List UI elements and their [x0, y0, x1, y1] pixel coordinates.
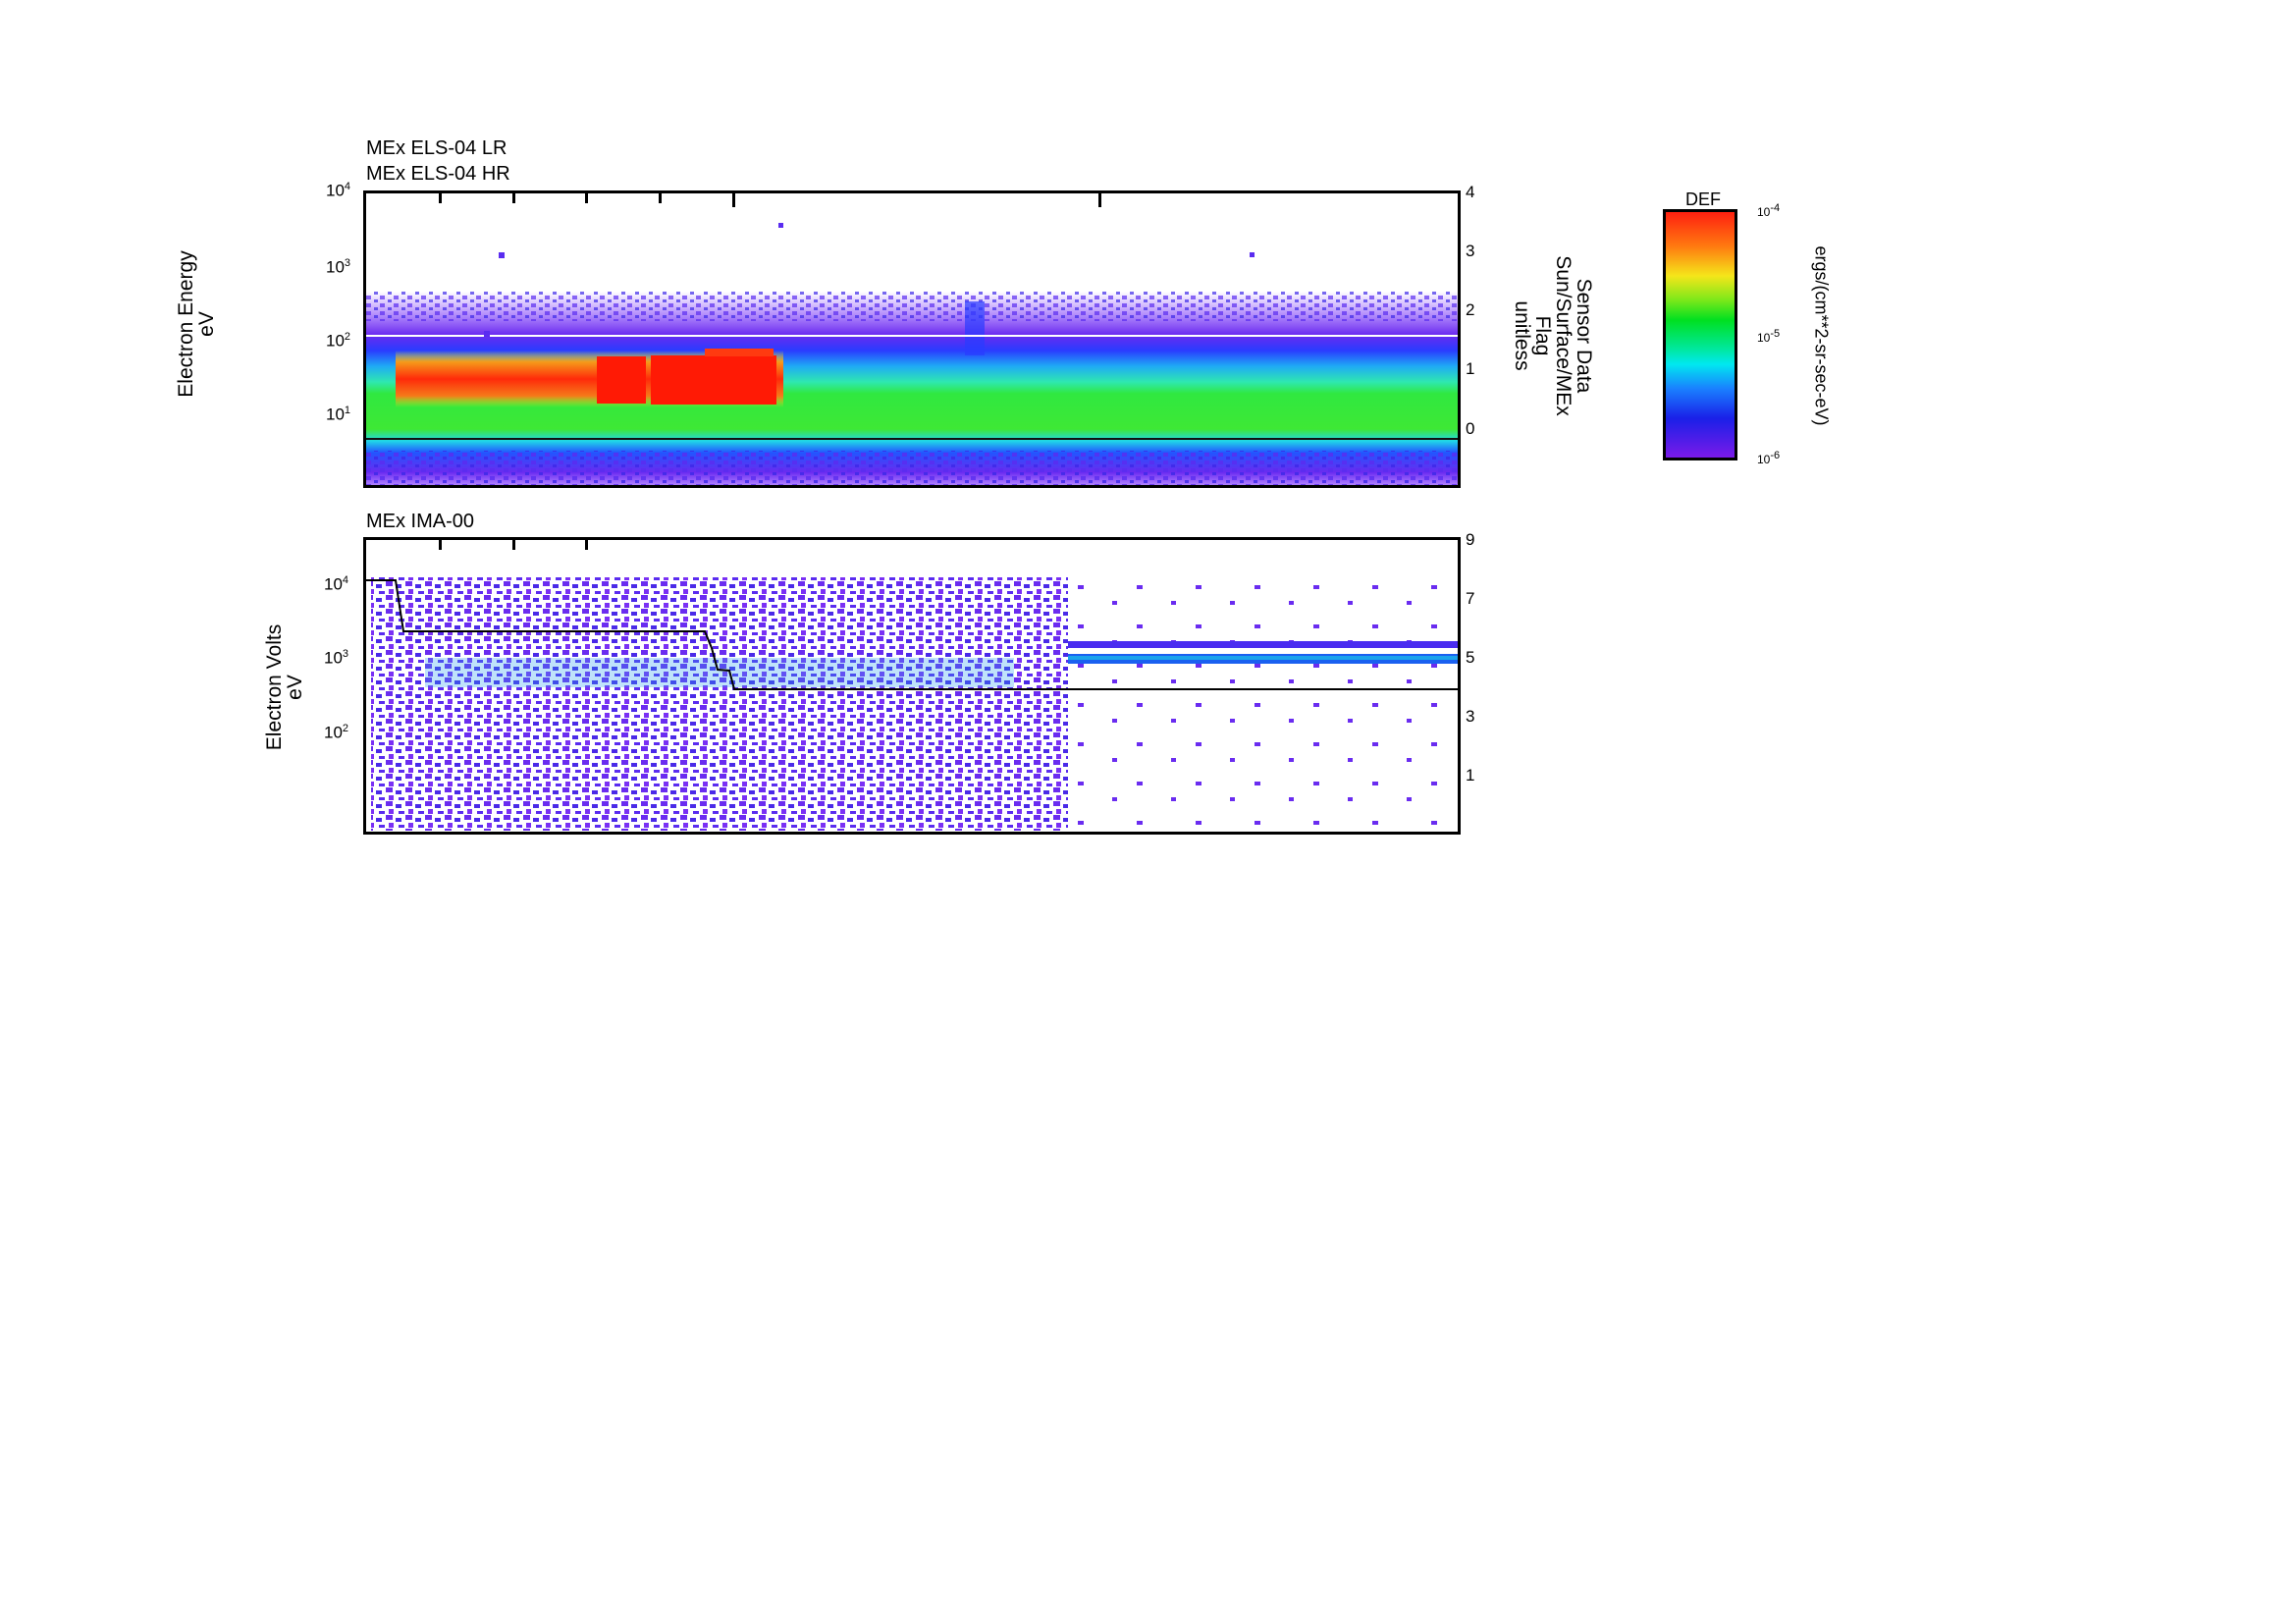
ima-ylabel-line: eV	[284, 675, 306, 700]
els-ylabel: Electron Energy eV	[175, 245, 218, 403]
ima-ylabel: Electron Volts eV	[263, 609, 306, 766]
els-cbar-tick: 10-5	[1757, 328, 1781, 345]
els-right-label-line: Flag	[1531, 315, 1554, 356]
els-right-label-line: Sensor Data	[1573, 278, 1595, 394]
x-tick	[585, 540, 588, 550]
els-ylabel-line: eV	[195, 311, 218, 337]
x-tick	[1098, 193, 1101, 207]
ima-spectrogram[interactable]	[363, 537, 1461, 835]
ima-spectrogram-svg	[366, 577, 1458, 831]
els-ylabel-line: Electron Energy	[175, 250, 197, 398]
els-right-label-line: Sun/Surface/MEx	[1552, 255, 1575, 416]
ima-rtick: 1	[1466, 766, 1475, 784]
els-right-axis-label: Sensor Data Sun/Surface/MEx Flag unitles…	[1511, 238, 1595, 434]
els-ytick: 103	[326, 257, 351, 277]
ima-ytick: 103	[324, 648, 349, 668]
x-tick	[439, 540, 442, 550]
els-rtick: 2	[1466, 300, 1475, 319]
els-colorbar	[1663, 209, 1737, 460]
els-cbar-tick: 10-4	[1757, 202, 1781, 219]
ima-ytick: 102	[324, 723, 349, 742]
ima-rtick: 7	[1466, 589, 1475, 608]
els-lr-title: MEx ELS-04 LR	[366, 137, 507, 159]
els-rtick: 4	[1466, 183, 1475, 201]
ima-rtick: 5	[1466, 648, 1475, 667]
els-ytick: 104	[326, 181, 351, 200]
els-ytick: 102	[326, 331, 351, 351]
els-spectrogram[interactable]	[363, 190, 1461, 488]
x-tick	[585, 193, 588, 203]
els-rtick: 1	[1466, 359, 1475, 378]
els-spectrogram-svg	[366, 223, 1458, 485]
els-rtick: 0	[1466, 419, 1475, 438]
els-hr-title: MEx ELS-04 HR	[366, 163, 510, 185]
els-colorbar-unit: ergs/(cm**2-sr-sec-eV)	[1811, 245, 1832, 426]
ima-rtick: 9	[1466, 530, 1475, 549]
x-tick	[512, 540, 515, 550]
ima-ylabel-line: Electron Volts	[263, 623, 286, 751]
els-cbar-tick: 10-6	[1757, 450, 1781, 466]
ima-title: MEx IMA-00	[366, 511, 475, 532]
ima-ytick: 104	[324, 574, 349, 594]
els-colorbar-title: DEF	[1685, 189, 1721, 209]
x-tick	[732, 193, 735, 207]
els-right-label-line: unitless	[1511, 300, 1533, 371]
x-tick	[512, 193, 515, 203]
x-tick	[659, 193, 662, 203]
x-tick	[439, 193, 442, 203]
ima-rtick: 3	[1466, 707, 1475, 726]
els-rtick: 3	[1466, 242, 1475, 260]
els-ytick: 101	[326, 405, 351, 424]
